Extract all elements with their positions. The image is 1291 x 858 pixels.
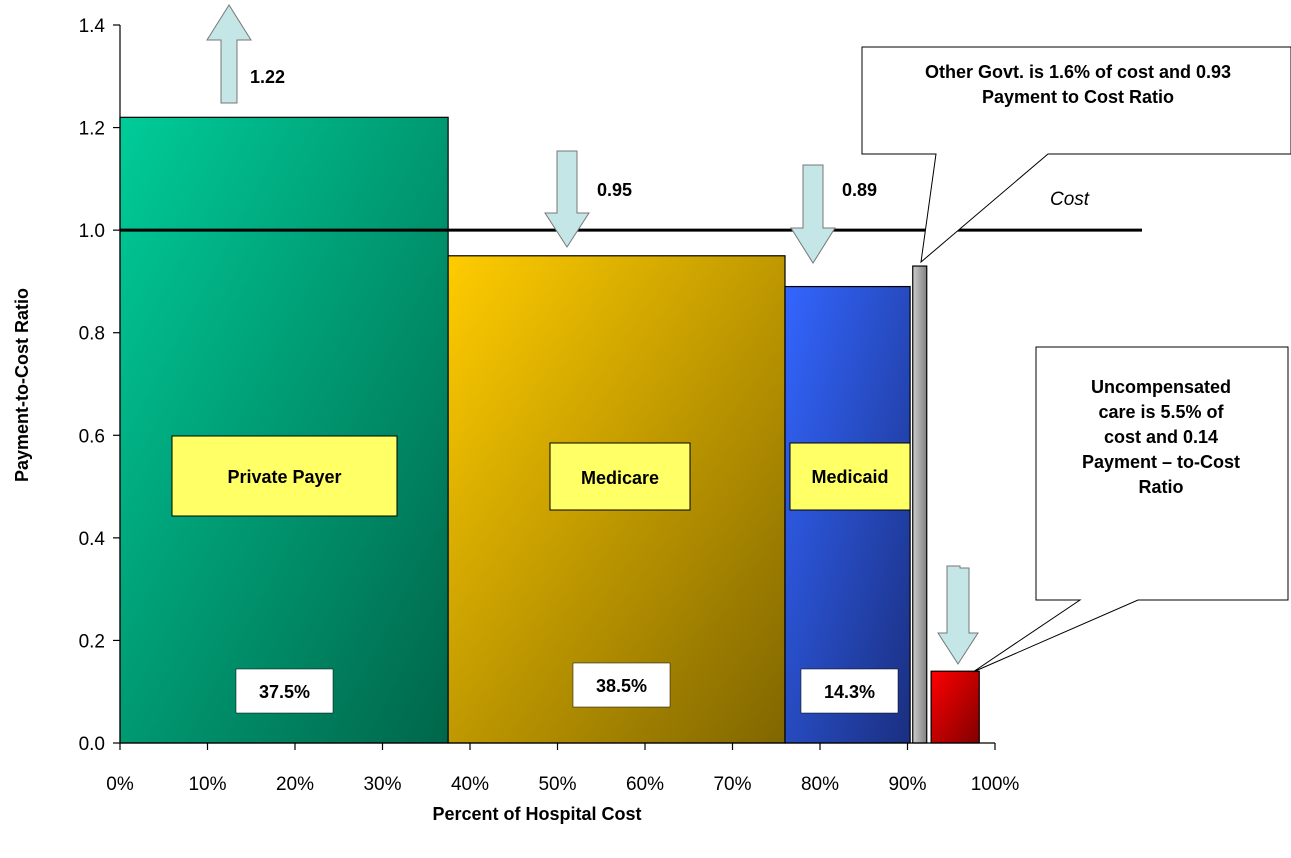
x-tick-label: 60% (626, 774, 664, 795)
segment-label-medicaid: Medicaid (789, 442, 911, 511)
share-box-private: 37.5% (235, 668, 334, 714)
y-axis: 0.0 0.2 0.4 0.6 0.8 1.0 1.2 1.4 (79, 16, 120, 755)
bar-private-payer (119, 116, 449, 744)
arrow-down-icon (544, 150, 590, 248)
x-tick-label: 80% (801, 774, 839, 795)
x-tick-label: 70% (713, 774, 751, 795)
y-axis-title: Payment-to-Cost Ratio (12, 288, 32, 482)
ratio-label-medicaid: 0.89 (842, 180, 877, 200)
x-axis-title: Percent of Hospital Cost (432, 804, 641, 824)
x-tick-label: 100% (971, 774, 1020, 795)
ratio-label-medicare: 0.95 (597, 180, 632, 200)
y-tick-label: 0.4 (79, 529, 106, 550)
callout-other-govt-line2: Payment to Cost Ratio (982, 87, 1174, 107)
x-tick-label: 20% (276, 774, 314, 795)
callout-uncompensated: Uncompensated care is 5.5% of cost and 0… (972, 346, 1289, 673)
segment-label-medicare: Medicare (549, 442, 691, 511)
y-tick-label: 1.4 (79, 16, 106, 37)
x-tick-label: 50% (538, 774, 576, 795)
share-label-private: 37.5% (259, 682, 310, 702)
y-tick-label: 0.2 (79, 631, 105, 652)
x-tick-label: 0% (106, 774, 134, 795)
x-tick-label: 40% (451, 774, 489, 795)
callout-uncompensated-line5: Ratio (1139, 477, 1184, 497)
y-tick-label: 0.6 (79, 426, 105, 447)
arrow-up-icon (206, 4, 252, 104)
x-tick-label: 90% (888, 774, 926, 795)
y-tick-label: 0.0 (79, 734, 105, 755)
share-box-medicare: 38.5% (572, 662, 671, 708)
segment-name-private: Private Payer (227, 467, 341, 487)
callout-uncompensated-line2: care is 5.5% of (1098, 402, 1224, 422)
bars (119, 116, 980, 744)
x-tick-label: 10% (188, 774, 226, 795)
bar-uncompensated (930, 670, 980, 744)
bar-medicaid (784, 285, 911, 744)
y-tick-label: 1.2 (79, 119, 105, 140)
share-label-medicaid: 14.3% (824, 682, 875, 702)
arrow-down-icon (937, 565, 979, 665)
cost-line-label: Cost (1050, 189, 1090, 210)
callout-uncompensated-line3: cost and 0.14 (1104, 427, 1218, 447)
bar-other-govt (912, 265, 928, 744)
callout-uncompensated-line4: Payment – to-Cost (1082, 452, 1240, 472)
segment-name-medicare: Medicare (581, 468, 659, 488)
callout-uncompensated-line1: Uncompensated (1091, 377, 1231, 397)
callout-other-govt: Other Govt. is 1.6% of cost and 0.93 Pay… (861, 46, 1291, 264)
y-tick-label: 0.8 (79, 324, 105, 345)
arrow-down-icon (790, 164, 836, 264)
y-tick-label: 1.0 (79, 221, 105, 242)
callout-other-govt-line1: Other Govt. is 1.6% of cost and 0.93 (925, 62, 1231, 82)
segment-label-private: Private Payer (171, 435, 398, 517)
x-axis: 0% 10% 20% 30% 40% 50% 60% 70% 80% 90% 100% (106, 743, 1019, 795)
x-tick-label: 30% (363, 774, 401, 795)
ratio-label-private: 1.22 (250, 67, 285, 87)
share-box-medicaid: 14.3% (800, 668, 899, 714)
share-label-medicare: 38.5% (596, 676, 647, 696)
segment-name-medicaid: Medicaid (811, 467, 888, 487)
